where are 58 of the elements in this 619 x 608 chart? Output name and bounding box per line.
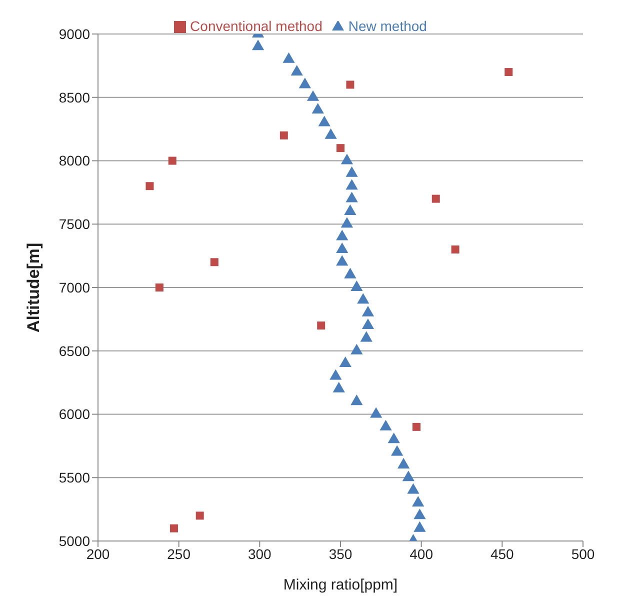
point <box>407 483 420 494</box>
y-tick-label: 7000 <box>58 279 90 296</box>
point <box>350 280 363 292</box>
x-axis-title: Mixing ratio[ppm] <box>283 576 398 594</box>
point <box>350 344 363 354</box>
point <box>290 65 303 76</box>
point <box>414 521 426 532</box>
x-tick-label: 450 <box>490 546 514 562</box>
point <box>332 382 345 392</box>
point <box>340 217 354 228</box>
point <box>339 356 352 368</box>
x-tick-label: 400 <box>410 546 434 562</box>
point <box>312 103 324 114</box>
point <box>362 318 374 330</box>
point <box>344 204 356 215</box>
point <box>340 154 354 164</box>
point <box>360 331 372 342</box>
y-tick-label: 8000 <box>58 152 90 169</box>
point <box>330 369 342 380</box>
point <box>280 131 288 140</box>
y-tick-label: 6500 <box>58 342 90 359</box>
point <box>391 445 404 456</box>
point <box>336 255 348 266</box>
x-tick-label: 250 <box>167 546 191 562</box>
point <box>414 508 426 520</box>
point <box>336 242 348 253</box>
point <box>344 268 356 278</box>
point <box>252 40 264 50</box>
y-tick-label: 7500 <box>58 216 90 232</box>
point <box>324 128 337 139</box>
legend-label: Conventional method <box>190 18 322 34</box>
y-tick-label: 9000 <box>58 26 90 42</box>
point <box>451 245 460 254</box>
point <box>380 420 392 430</box>
point <box>397 458 410 468</box>
point <box>306 90 320 101</box>
point <box>298 78 312 88</box>
legend-label: New method <box>348 18 427 34</box>
y-tick-label: 8500 <box>58 89 90 106</box>
point <box>282 52 295 63</box>
point <box>357 293 370 304</box>
point <box>370 407 382 418</box>
point <box>346 179 358 190</box>
point <box>412 496 424 506</box>
x-tick-label: 300 <box>248 546 272 562</box>
point <box>346 166 358 177</box>
x-tick-label: 500 <box>571 546 595 562</box>
y-axis-title: Altitude[m] <box>24 242 44 332</box>
point <box>350 394 363 406</box>
point <box>336 230 348 240</box>
point <box>402 470 414 482</box>
x-tick-label: 350 <box>328 546 352 562</box>
point <box>362 306 374 316</box>
point <box>346 192 358 202</box>
y-tick-label: 5500 <box>58 470 90 486</box>
point <box>318 116 330 126</box>
y-tick-label: 6000 <box>58 406 90 422</box>
point <box>388 432 400 444</box>
